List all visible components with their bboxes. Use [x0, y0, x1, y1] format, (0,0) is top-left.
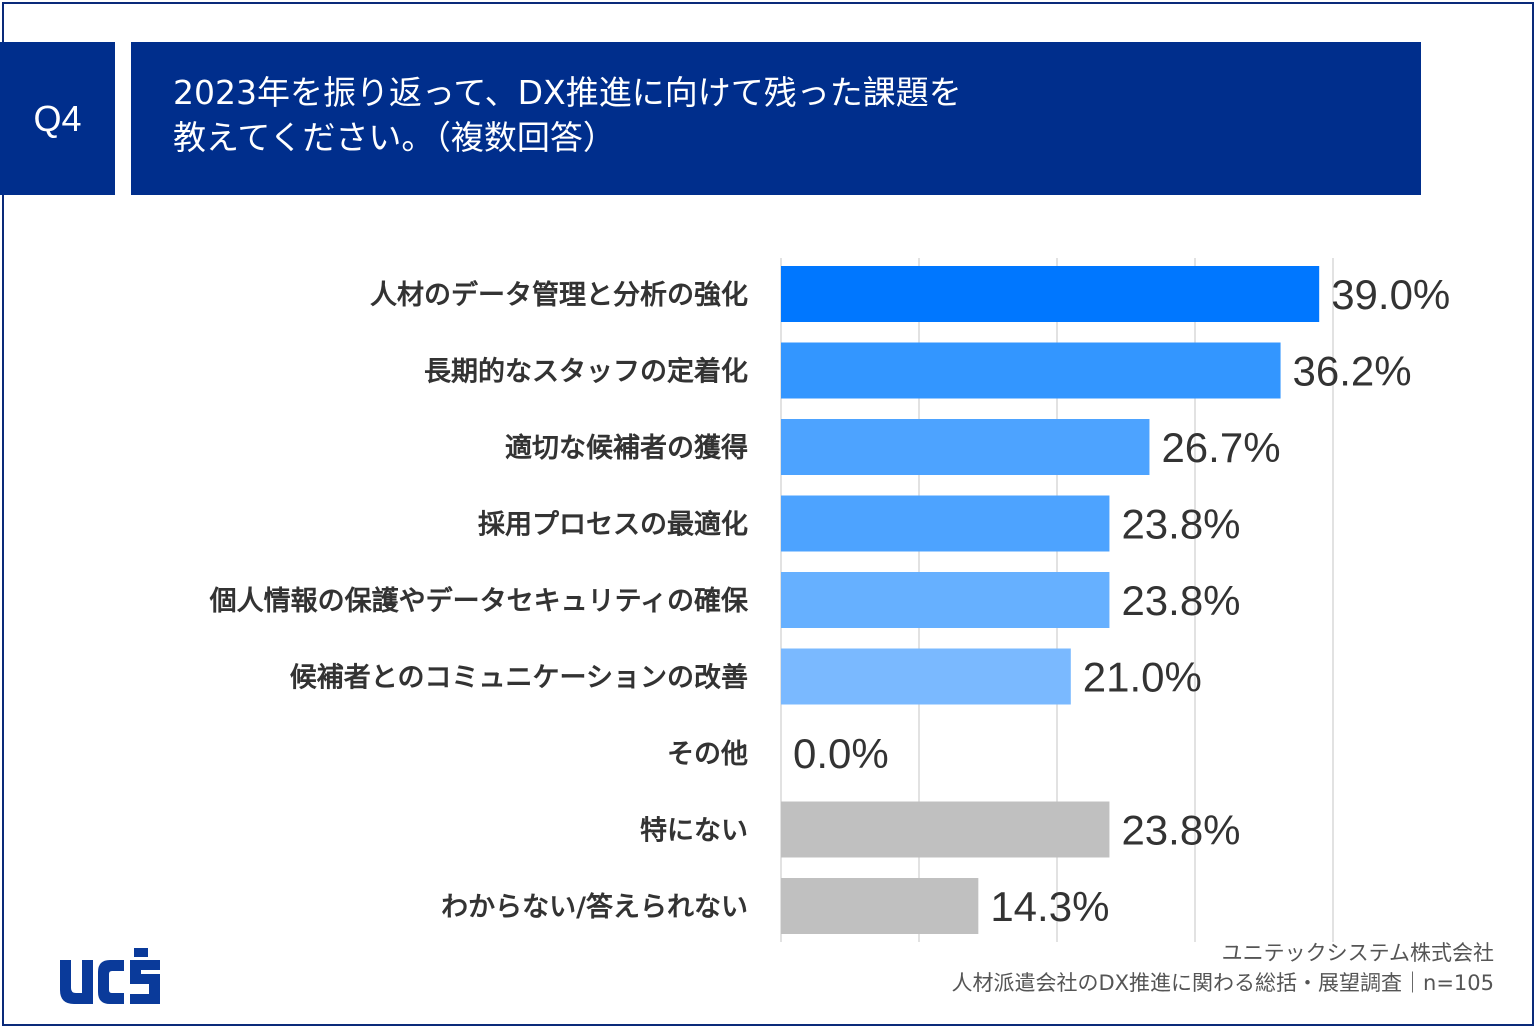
bar-4 [781, 572, 1110, 628]
value-label-7: 23.8% [1121, 807, 1240, 854]
category-label-2: 適切な候補者の獲得 [505, 432, 748, 464]
category-label-5: 候補者とのコミュニケーションの改善 [290, 662, 748, 694]
category-label-6: その他 [667, 739, 748, 770]
question-badge: Q4 [0, 42, 115, 195]
category-label-4: 個人情報の保護やデータセキュリティの確保 [209, 585, 749, 617]
question-title-line-1: 2023年を振り返って、DX推進に向けて残った課題を [173, 73, 962, 112]
value-label-0: 39.0% [1331, 271, 1450, 318]
category-label-7: 特にない [640, 816, 748, 847]
category-label-1: 長期的なスタッフの定着化 [424, 356, 748, 388]
value-label-4: 23.8% [1121, 577, 1240, 624]
value-label-1: 36.2% [1293, 348, 1412, 395]
bar-5 [781, 648, 1071, 705]
value-label-5: 21.0% [1083, 654, 1202, 701]
footer-survey: 人材派遣会社のDX推進に関わる総括・展望調査｜n=105 [951, 971, 1494, 995]
category-label-8: わからない/答えられない [441, 891, 748, 923]
bar-8 [781, 878, 979, 934]
value-label-6: 0.0% [793, 730, 889, 777]
category-label-0: 人材のデータ管理と分析の強化 [370, 279, 748, 311]
value-label-8: 14.3% [990, 883, 1109, 930]
question-title-line-2: 教えてください。（複数回答） [173, 118, 616, 157]
footer-company: ユニテックシステム株式会社 [1221, 941, 1494, 965]
question-title: 2023年を振り返って、DX推進に向けて残った課題を 教えてください。（複数回答… [131, 42, 1421, 195]
bar-0 [781, 266, 1320, 322]
ucs-logo [60, 948, 160, 1004]
bar-2 [781, 419, 1150, 475]
bar-3 [781, 495, 1110, 552]
category-label-3: 採用プロセスの最適化 [478, 509, 748, 541]
value-label-3: 23.8% [1121, 501, 1240, 548]
bar-1 [781, 342, 1281, 399]
footer: ユニテックシステム株式会社 人材派遣会社のDX推進に関わる総括・展望調査｜n=1… [951, 938, 1494, 998]
bar-7 [781, 801, 1110, 858]
value-label-2: 26.7% [1161, 424, 1280, 471]
